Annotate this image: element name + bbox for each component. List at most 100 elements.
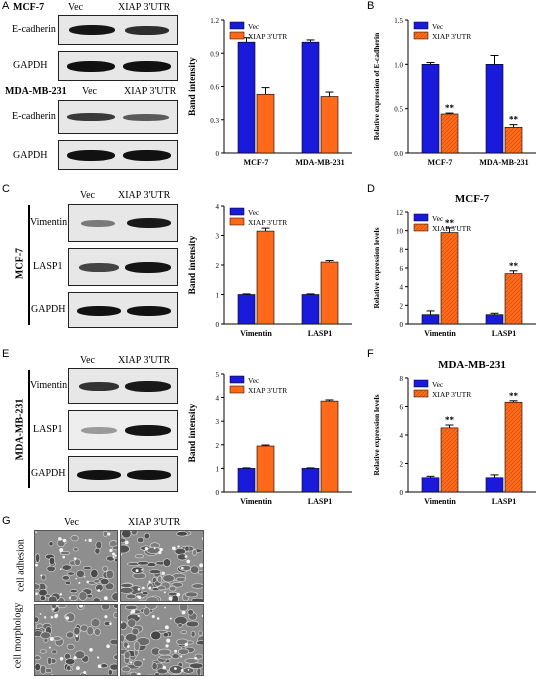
y-tick-label: 0.3	[210, 117, 219, 125]
bar-xiap	[440, 427, 459, 493]
y-axis-label: Relative expression levels	[372, 227, 381, 308]
x-tick-label: LASP1	[492, 497, 516, 506]
bar-xiap	[320, 400, 339, 493]
significance-label: **	[509, 391, 519, 401]
significance-label: **	[509, 261, 519, 271]
chart-title: MCF-7	[455, 193, 490, 205]
blot-a-vec2: Vec	[82, 86, 97, 97]
blot-c-vec: Vec	[80, 190, 95, 201]
x-tick-label: Vimentin	[424, 329, 456, 338]
legend-swatch	[413, 379, 429, 388]
y-tick-label: 10	[396, 228, 404, 236]
bar-vec	[485, 314, 504, 325]
x-tick-label: MDA-MB-231	[479, 158, 528, 167]
x-tick-label: LASP1	[492, 329, 516, 338]
legend-swatch	[229, 207, 245, 216]
blot-a-cell-mdamb231: MDA-MB-231	[5, 86, 67, 97]
blot-a-xiap2: XIAP 3'UTR	[124, 86, 177, 97]
panel-label-b: B	[367, 0, 375, 12]
micrograph-vec-morphology	[34, 604, 118, 676]
y-tick-label: 2	[216, 262, 220, 270]
legend-entry: XIAP 3'UTR	[248, 218, 287, 227]
bar-vec	[237, 41, 256, 154]
micrograph-xiap-morphology	[120, 604, 204, 676]
y-tick-label: 1	[216, 292, 220, 300]
blot-e-xiap: XIAP 3'UTR	[118, 355, 171, 366]
panel-label-d: D	[367, 183, 375, 195]
chart-b-relative-ecadherin: 0.0 0.5 1.0 1.5 Relative expression of E-cad…	[372, 17, 536, 167]
panel-g-row-adhesion: cell adhesion	[15, 539, 27, 592]
significance-label: **	[445, 415, 455, 425]
legend-entry: XIAP 3'UTR	[432, 224, 471, 233]
chart-c-band-intensity: 0 1 2 3 4 Band intensity Vimentin LASP1 VecXIAP …	[188, 203, 352, 338]
blot-a-row-ecad2: E-cadherin	[12, 111, 56, 122]
blot-e-vec: Vec	[80, 355, 95, 366]
blot-c-bracket	[28, 205, 30, 325]
chart-a-band-intensity: 0 0.3 0.6 0.9 1.2 Band intensity MCF-7 MDA-MB-2…	[188, 17, 352, 167]
bar-vec	[301, 468, 320, 493]
bar-vec	[421, 64, 440, 154]
blot-a-cell-mcf7: MCF-7	[13, 2, 45, 13]
y-tick-label: 0.0	[394, 150, 403, 158]
panel-label-e: E	[2, 348, 10, 360]
bar-xiap	[440, 113, 459, 154]
blot-e-side-label: MDA-MB-231	[14, 398, 26, 461]
y-tick-label: 1.2	[210, 17, 219, 25]
blot-e-row-gapdh: GAPDH	[31, 468, 66, 479]
x-tick-label: Vimentin	[240, 497, 272, 506]
bar-xiap	[504, 401, 523, 493]
legend-swatch	[229, 21, 245, 30]
micrograph-xiap-adhesion	[120, 530, 204, 602]
bar-xiap	[320, 96, 339, 154]
blot-c-row-vimentin: Vimentin	[30, 217, 68, 228]
x-tick-label: Vimentin	[424, 497, 456, 506]
legend-swatch	[413, 389, 429, 398]
bar-xiap	[504, 273, 523, 325]
bar-vec	[485, 477, 504, 493]
bar-xiap	[504, 126, 523, 154]
panel-g-row-morphology: cell morphology	[12, 602, 24, 669]
significance-label: **	[445, 218, 455, 228]
y-tick-label: 3	[216, 233, 220, 241]
x-tick-label: LASP1	[308, 329, 332, 338]
y-tick-label: 8	[400, 246, 404, 254]
blot-c-vimentin	[68, 204, 178, 242]
legend-swatch	[413, 31, 429, 40]
bar-vec	[421, 314, 440, 325]
y-axis-label: Band intensity	[188, 235, 198, 294]
panel-label-f: F	[367, 348, 374, 360]
bar-xiap	[256, 93, 275, 154]
y-axis-label: Band intensity	[188, 403, 198, 462]
blot-a-gapdh-mcf7	[58, 51, 178, 81]
legend-entry: XIAP 3'UTR	[248, 386, 287, 395]
y-tick-label: 2	[400, 461, 404, 469]
y-tick-label: 2	[216, 442, 220, 450]
y-tick-label: 6	[400, 404, 404, 412]
chart-d-relative-expression: MCF-7 0 2 4 6 8 10 12 Relative expression levels…	[372, 193, 536, 338]
y-tick-label: 0	[400, 321, 404, 329]
x-tick-label: Vimentin	[240, 329, 272, 338]
blot-a-row-gapdh: GAPDH	[13, 60, 48, 71]
legend-entry: Vec	[248, 376, 260, 385]
chart-f-relative-expression: MDA-MB-231 0 2 4 6 8 Relative expression level…	[372, 359, 536, 506]
blot-c-xiap: XIAP 3'UTR	[118, 190, 171, 201]
y-tick-label: 0	[216, 489, 220, 497]
panel-label-g: G	[2, 515, 11, 527]
chart-e-band-intensity: 0 1 2 3 4 5 Band intensity Vimentin LASP1 VecXIAP…	[188, 371, 352, 506]
bar-vec	[421, 477, 440, 493]
bar-xiap	[320, 261, 339, 325]
panel-g-vec: Vec	[64, 517, 79, 528]
y-tick-label: 0	[216, 321, 220, 329]
bar-xiap	[256, 445, 275, 493]
bar-vec	[301, 294, 320, 325]
blot-e-row-lasp1: LASP1	[33, 424, 63, 435]
y-tick-label: 1.5	[394, 17, 403, 25]
y-tick-label: 0.5	[394, 106, 403, 114]
bar-vec	[485, 64, 504, 154]
panel-label-c: C	[2, 183, 10, 195]
y-tick-label: 1.0	[394, 61, 403, 69]
legend-entry: Vec	[432, 214, 444, 223]
significance-label: **	[509, 115, 519, 125]
legend-entry: Vec	[432, 380, 444, 389]
x-tick-label: MCF-7	[244, 158, 269, 167]
